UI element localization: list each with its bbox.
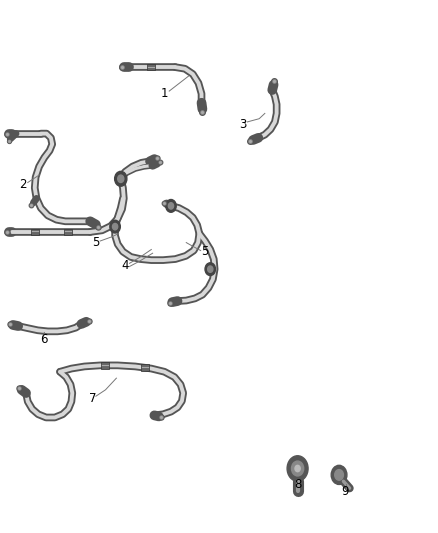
Text: 3: 3	[239, 118, 247, 131]
Text: 8: 8	[294, 478, 301, 491]
Text: 4: 4	[121, 259, 129, 272]
FancyBboxPatch shape	[141, 365, 149, 370]
Text: 1: 1	[161, 87, 168, 100]
Text: 5: 5	[92, 236, 99, 249]
Circle shape	[205, 263, 215, 276]
FancyBboxPatch shape	[64, 229, 72, 235]
Text: 6: 6	[40, 333, 47, 346]
FancyBboxPatch shape	[101, 362, 109, 368]
Circle shape	[291, 461, 304, 476]
Text: 2: 2	[19, 177, 26, 191]
Circle shape	[166, 199, 176, 212]
FancyBboxPatch shape	[148, 64, 155, 70]
Text: 7: 7	[88, 392, 96, 405]
Text: 5: 5	[201, 245, 209, 258]
Circle shape	[118, 175, 124, 182]
Circle shape	[113, 223, 118, 230]
Circle shape	[331, 465, 347, 484]
Circle shape	[295, 465, 300, 472]
Circle shape	[110, 220, 120, 233]
Text: 9: 9	[341, 486, 349, 498]
Circle shape	[287, 456, 308, 481]
Circle shape	[115, 171, 127, 186]
Circle shape	[208, 266, 213, 272]
Circle shape	[168, 203, 173, 209]
Circle shape	[335, 470, 343, 480]
FancyBboxPatch shape	[31, 229, 39, 235]
